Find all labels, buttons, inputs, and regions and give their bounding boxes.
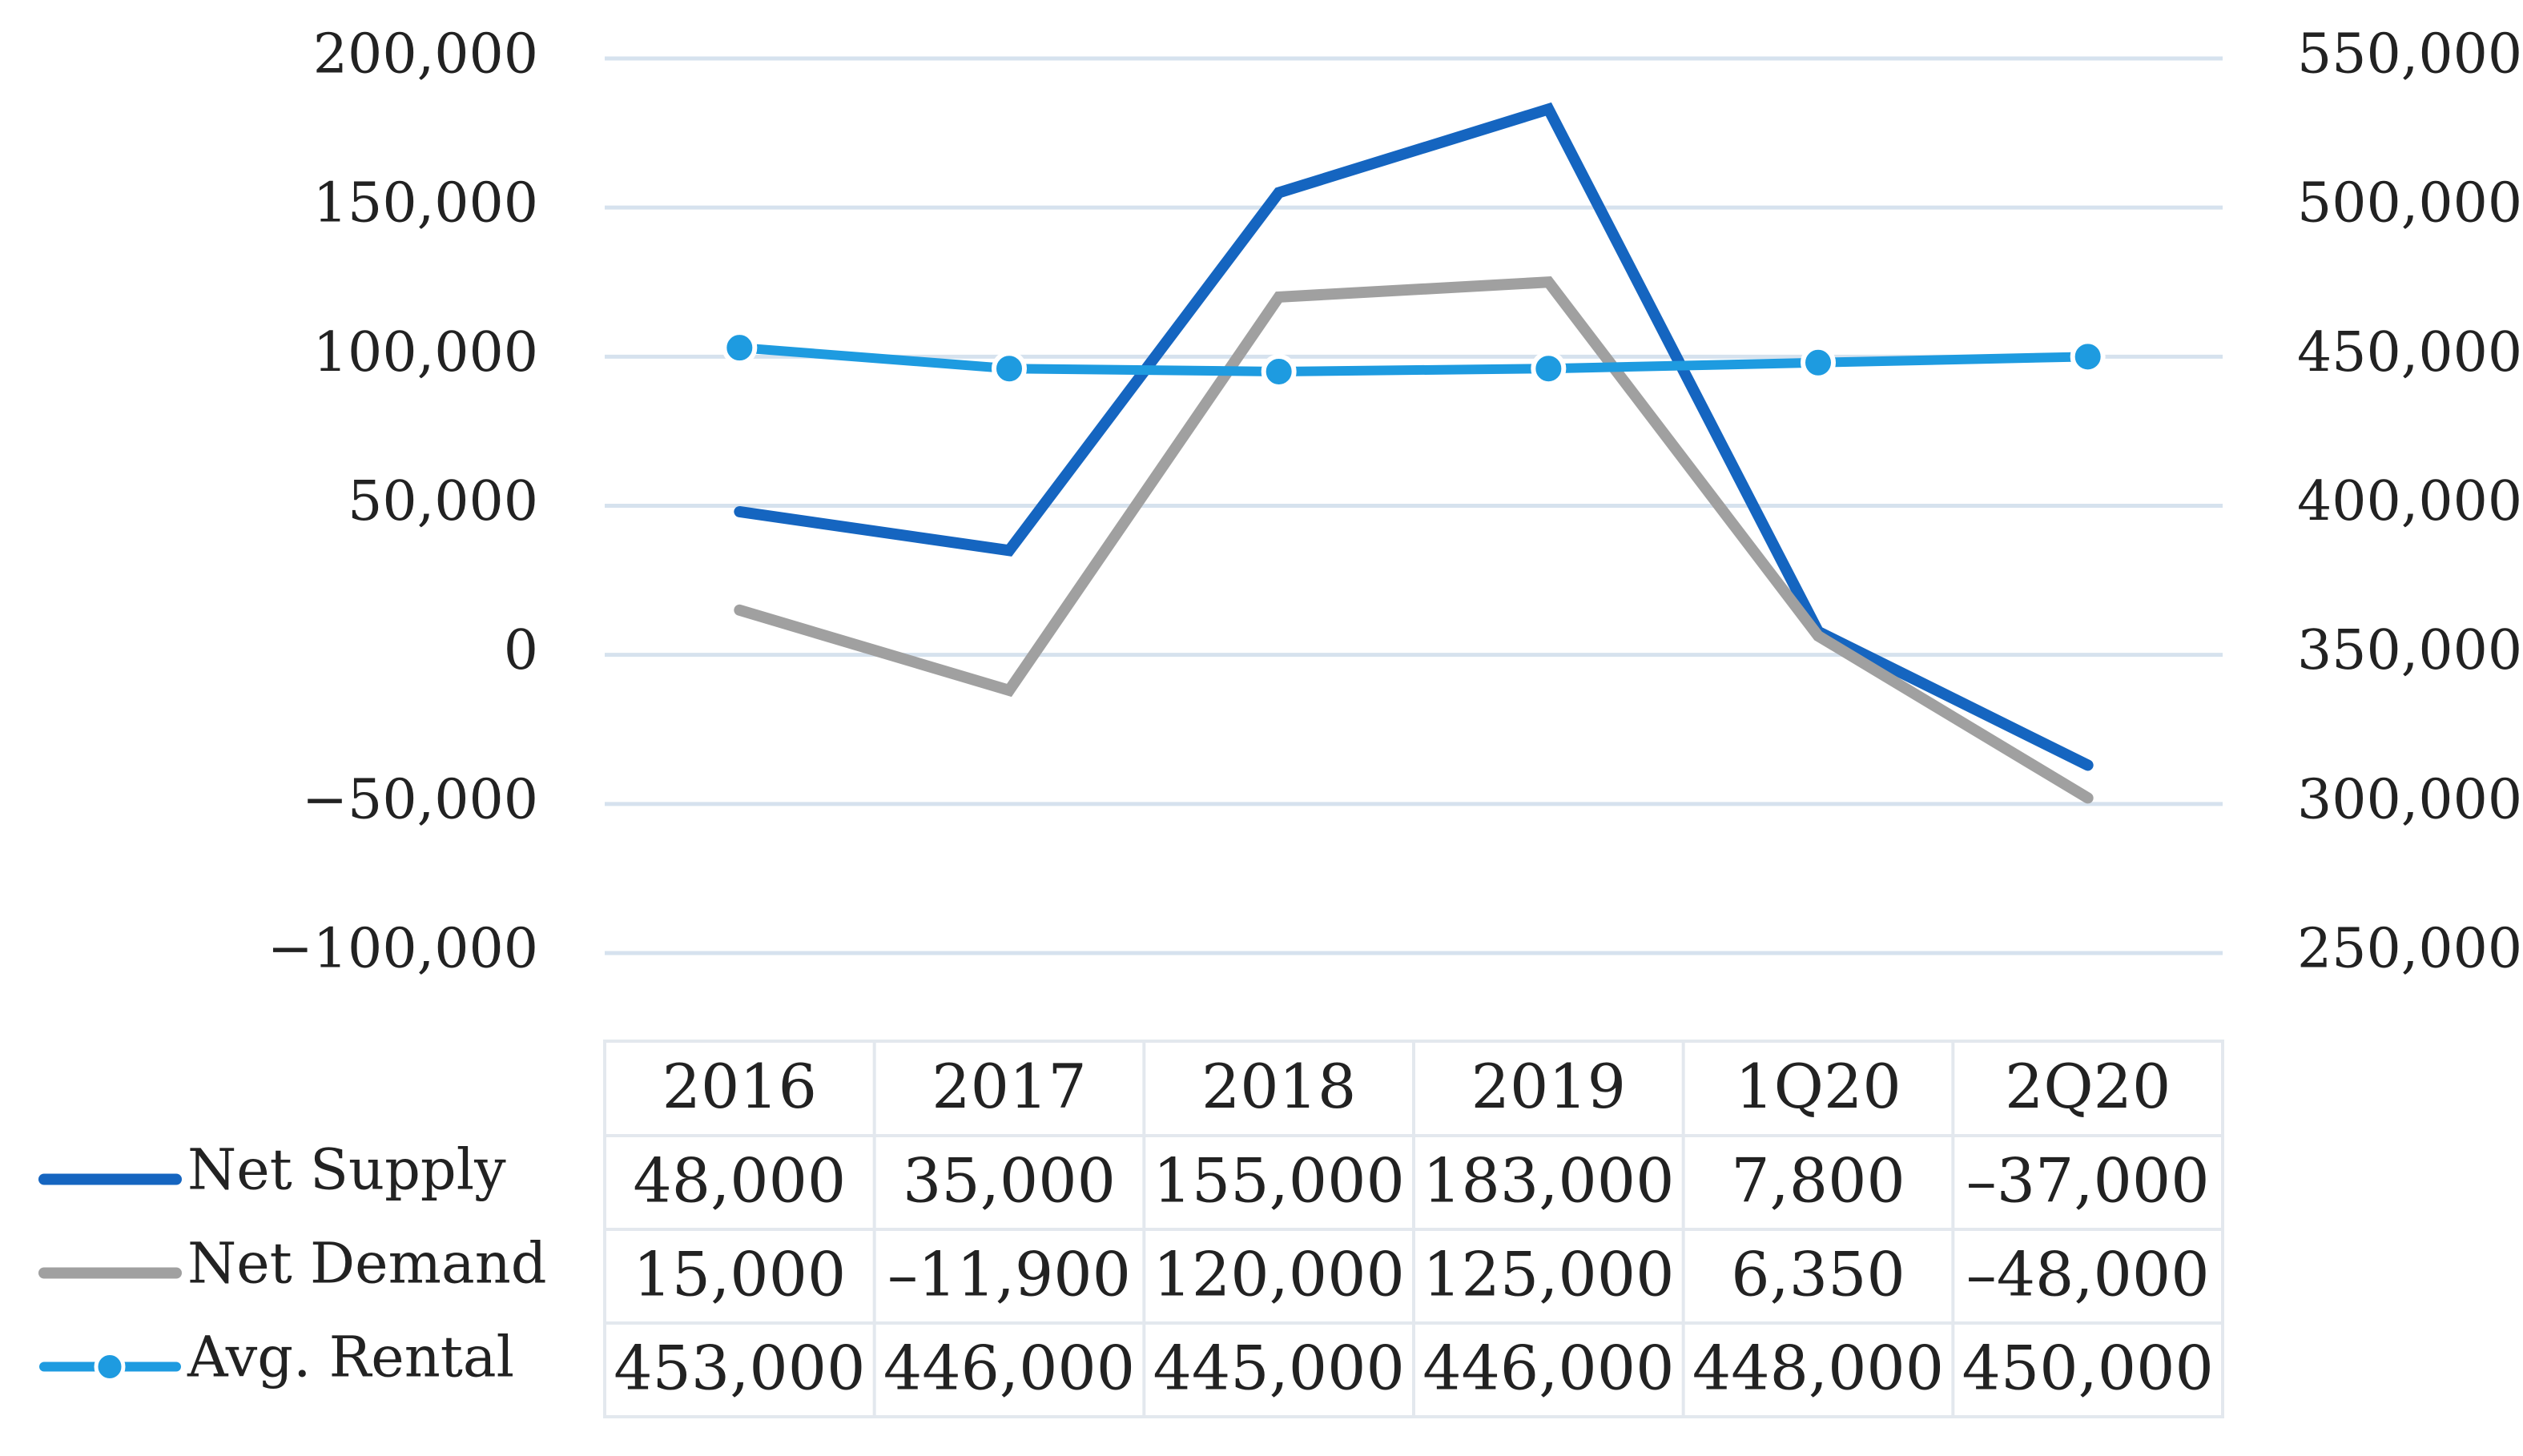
data-point-avg-rental [1261,353,1297,389]
right-tick-label: 350,000 [2297,619,2522,682]
table-cell: 48,000 [633,1145,846,1217]
table-cell: 445,000 [1153,1333,1405,1404]
data-point-avg-rental [992,351,1027,387]
series-line-net-demand [734,276,2094,804]
legend-marker-avg-rental [94,1351,126,1382]
table-cell: –11,900 [887,1239,1131,1310]
data-point-avg-rental [1801,344,1836,380]
table-cell: 448,000 [1692,1333,1944,1404]
right-tick-label: 450,000 [2297,321,2522,384]
left-tick-label: −50,000 [302,768,538,831]
table-cell: 453,000 [614,1333,865,1404]
plot-area [722,102,2106,804]
data-point-avg-rental [1531,351,1567,387]
data-point-avg-rental [2070,339,2106,375]
legend-label-avg-rental: Avg. Rental [187,1325,514,1390]
left-tick-label: 0 [504,619,538,682]
legend-label-net-demand: Net Demand [187,1231,547,1297]
table-cell: 120,000 [1153,1239,1405,1310]
table-cell: –37,000 [1966,1145,2210,1217]
table-cell: –48,000 [1966,1239,2210,1310]
table-cell: 7,800 [1731,1145,1905,1217]
table-cell: 35,000 [903,1145,1116,1217]
table-cell: 15,000 [633,1239,846,1310]
left-tick-label: 150,000 [313,172,538,235]
x-category-label: 2016 [662,1051,817,1122]
data-point-avg-rental [722,330,758,366]
x-category-label: 2017 [932,1051,1086,1122]
right-tick-label: 250,000 [2297,918,2522,981]
left-tick-label: 200,000 [313,23,538,86]
left-tick-label: −100,000 [268,918,538,981]
left-tick-label: 50,000 [348,470,538,533]
left-tick-label: 100,000 [313,321,538,384]
right-tick-label: 300,000 [2297,768,2522,831]
table-cell: 446,000 [883,1333,1135,1404]
right-tick-label: 400,000 [2297,470,2522,533]
gridlines [605,56,2223,955]
x-category-label: 2018 [1201,1051,1356,1122]
data-table: 2016 2017 2018 2019 1Q20 2Q20 Net Supply 48,000… [38,1040,2224,1418]
table-cell: 450,000 [1962,1333,2214,1404]
series-line-avg-rental [734,343,2093,376]
x-category-label: 2019 [1471,1051,1626,1122]
series-line-net-supply [734,102,2094,771]
x-category-label: 1Q20 [1735,1051,1901,1122]
table-cell: 183,000 [1422,1145,1674,1217]
left-axis: 200,000 150,000 100,000 50,000 0 −50,000 −100,… [268,23,538,981]
legend-label-net-supply: Net Supply [187,1137,506,1203]
table-cell: 155,000 [1153,1145,1405,1217]
table-cell: 125,000 [1422,1239,1674,1310]
table-cell: 446,000 [1422,1333,1674,1404]
right-tick-label: 550,000 [2297,23,2522,86]
x-category-label: 2Q20 [2005,1051,2171,1122]
right-tick-label: 500,000 [2297,172,2522,235]
table-cell: 6,350 [1731,1239,1905,1310]
right-axis: 550,000 500,000 450,000 400,000 350,000 300,0… [2297,23,2522,981]
